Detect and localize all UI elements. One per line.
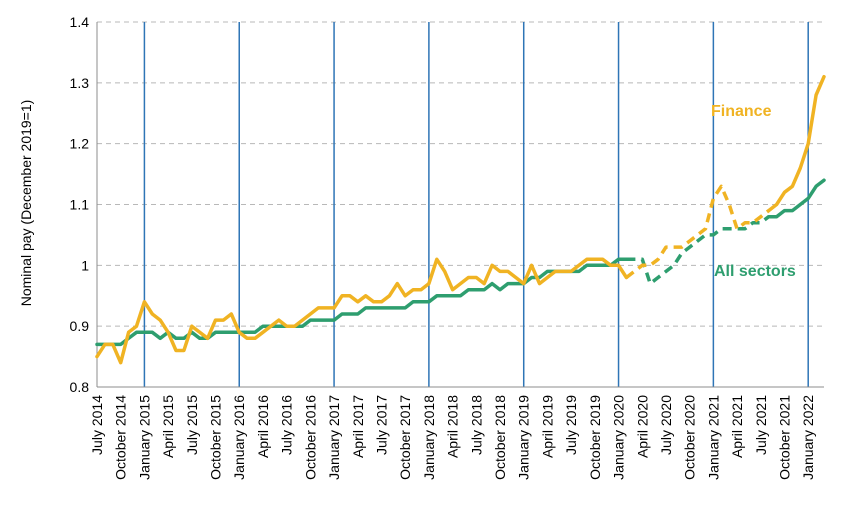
x-tick-label: January 2018 xyxy=(421,395,437,480)
x-tick-label: April 2016 xyxy=(255,395,271,458)
gridlines xyxy=(97,21,824,327)
y-tick-label: 0.8 xyxy=(70,379,90,395)
y-tick-labels: 0.8 0.9 1 1.1 1.2 1.3 1.4 xyxy=(70,14,90,395)
x-tick-label: January 2021 xyxy=(705,395,721,480)
x-tick-label: April 2015 xyxy=(160,395,176,458)
x-tick-label: April 2017 xyxy=(350,395,366,458)
y-tick-label: 0.9 xyxy=(70,318,90,334)
all-sectors-line-solid-end xyxy=(766,178,826,219)
y-tick-label: 1 xyxy=(81,257,89,273)
x-tick-label: October 2018 xyxy=(492,395,508,480)
all-sectors-line-solid xyxy=(95,257,629,347)
x-tick-label: July 2019 xyxy=(563,395,579,455)
x-tick-label: January 2017 xyxy=(326,395,342,480)
y-tick-label: 1.3 xyxy=(70,75,90,91)
y-tick-label: 1.2 xyxy=(70,136,90,152)
x-tick-label: July 2021 xyxy=(753,395,769,455)
finance-line-solid xyxy=(95,257,629,365)
x-tick-labels: July 2014 October 2014 January 2015 April 2… xyxy=(89,395,816,480)
x-tick-label: April 2020 xyxy=(634,395,650,458)
x-tick-label: April 2021 xyxy=(729,395,745,458)
x-tick-label: April 2018 xyxy=(445,395,461,458)
x-tick-label: January 2016 xyxy=(231,395,247,480)
x-tick-label: January 2022 xyxy=(800,395,816,480)
x-tick-label: October 2016 xyxy=(302,395,318,480)
x-tick-label: January 2019 xyxy=(516,395,532,480)
finance-line-solid-end xyxy=(766,74,826,213)
x-tick-label: April 2019 xyxy=(539,395,555,458)
all-sectors-series-label: All sectors xyxy=(714,263,796,280)
x-tick-label: July 2017 xyxy=(374,395,390,455)
series-lines xyxy=(95,74,826,365)
all-sectors-line-dashed xyxy=(626,215,770,286)
x-tick-label: October 2015 xyxy=(208,395,224,480)
x-tick-label: July 2015 xyxy=(184,395,200,455)
finance-series-label: Finance xyxy=(711,103,772,120)
x-tick-label: January 2020 xyxy=(611,395,627,480)
finance-line-dashed xyxy=(625,184,770,279)
y-tick-label: 1.4 xyxy=(70,14,90,30)
y-axis-label: Nominal pay (December 2019=1) xyxy=(18,100,34,307)
x-tick-label: July 2020 xyxy=(658,395,674,455)
x-tick-label: July 2014 xyxy=(89,395,105,455)
y-tick-label: 1.1 xyxy=(70,197,90,213)
x-tick-label: October 2017 xyxy=(397,395,413,480)
x-tick-label: October 2020 xyxy=(682,395,698,480)
axes xyxy=(96,22,824,388)
x-tick-label: July 2016 xyxy=(279,395,295,455)
x-tick-label: October 2019 xyxy=(587,395,603,480)
x-tick-label: October 2014 xyxy=(113,395,129,480)
x-tick-label: January 2015 xyxy=(136,395,152,480)
x-tick-label: October 2021 xyxy=(777,395,793,480)
x-tick-label: July 2018 xyxy=(468,395,484,455)
